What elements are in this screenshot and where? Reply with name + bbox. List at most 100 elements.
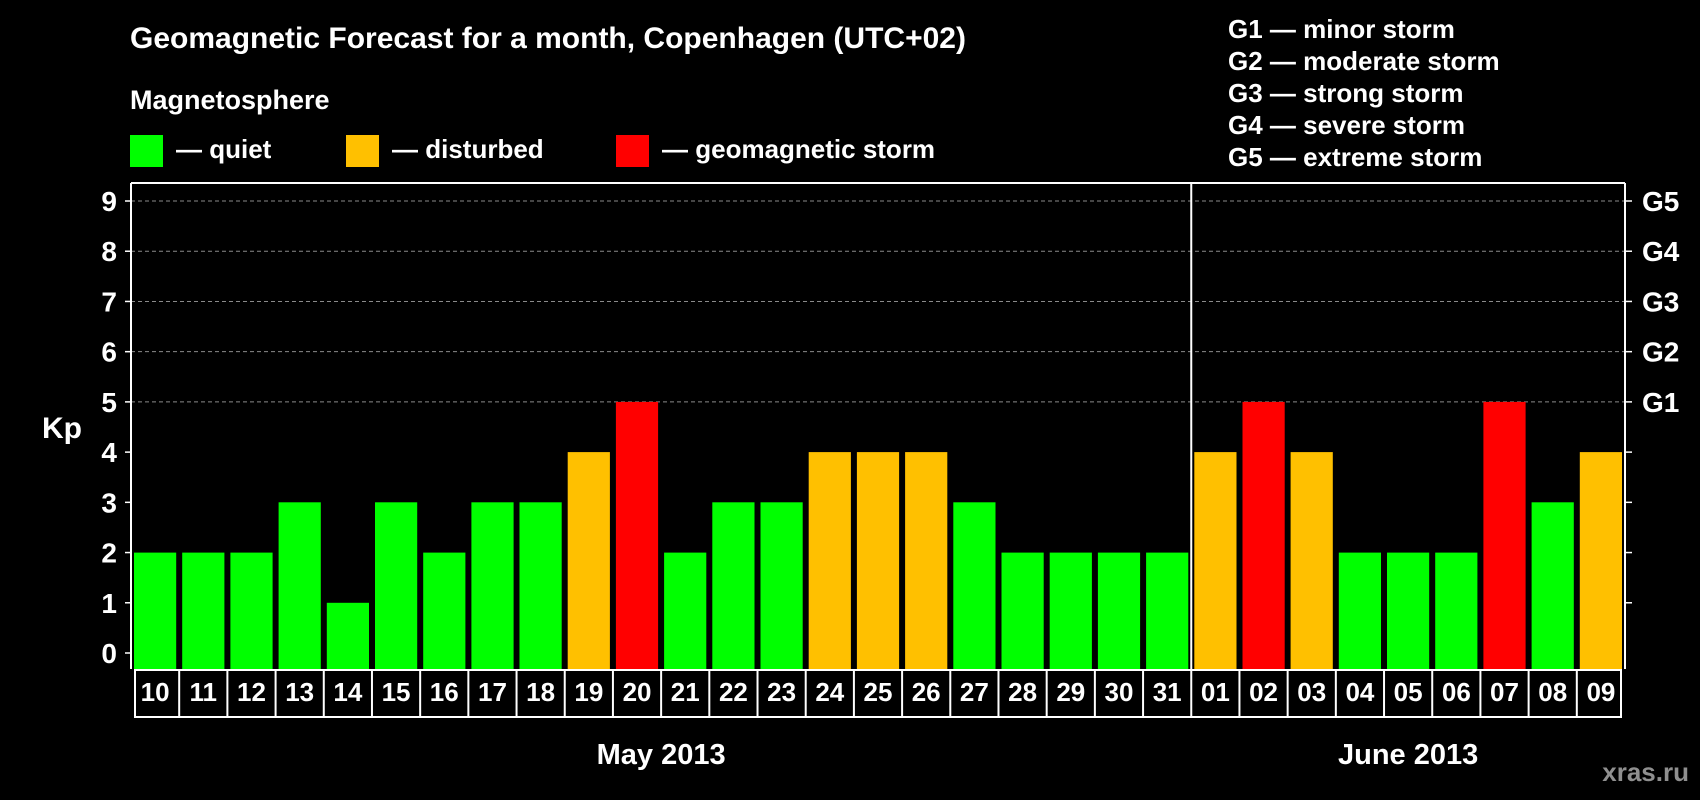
y-tick-label-4: 4 <box>101 437 117 468</box>
bar-26 <box>905 452 948 669</box>
day-label-31: 31 <box>1153 677 1182 707</box>
day-label-13: 13 <box>285 677 314 707</box>
bar-08 <box>1531 502 1574 669</box>
bar-11 <box>182 552 225 669</box>
storm-scale-g4: G4 — severe storm <box>1228 110 1465 140</box>
day-label-27: 27 <box>960 677 989 707</box>
storm-level-label-G1: G1 <box>1642 387 1679 418</box>
legend-swatch-quiet <box>130 135 163 167</box>
day-label-24: 24 <box>815 677 844 707</box>
bar-29 <box>1049 552 1092 669</box>
day-label-09: 09 <box>1586 677 1615 707</box>
bar-09 <box>1579 452 1622 669</box>
storm-scale-g2: G2 — moderate storm <box>1228 46 1500 76</box>
day-label-11: 11 <box>190 677 218 707</box>
day-label-12: 12 <box>237 677 266 707</box>
day-label-18: 18 <box>526 677 555 707</box>
grid-lines <box>131 200 1625 403</box>
bar-27 <box>953 502 996 669</box>
storm-scale-g1: G1 — minor storm <box>1228 14 1455 44</box>
legend-swatch-disturbed <box>346 135 379 167</box>
day-label-29: 29 <box>1056 677 1085 707</box>
bar-15 <box>375 502 418 669</box>
bar-28 <box>1001 552 1044 669</box>
bar-14 <box>326 602 369 669</box>
day-label-05: 05 <box>1394 677 1423 707</box>
storm-level-label-G5: G5 <box>1642 186 1679 217</box>
day-label-01: 01 <box>1201 677 1230 707</box>
legend-label-storm: — geomagnetic storm <box>662 134 935 164</box>
bar-20 <box>615 401 659 669</box>
y-tick-label-2: 2 <box>101 538 117 569</box>
y-tick-label-5: 5 <box>101 387 117 418</box>
month-label: June 2013 <box>1338 739 1478 771</box>
bar-21 <box>664 552 707 669</box>
bar-19 <box>567 452 610 669</box>
storm-scale-g3: G3 — strong storm <box>1228 78 1463 108</box>
storm-level-label-G4: G4 <box>1642 236 1680 267</box>
storm-level-label-G2: G2 <box>1642 337 1679 368</box>
chart-subtitle: Magnetosphere <box>130 85 330 115</box>
day-label-03: 03 <box>1297 677 1326 707</box>
bar-10 <box>134 552 177 669</box>
y-tick-label-9: 9 <box>101 186 117 217</box>
day-label-17: 17 <box>478 677 507 707</box>
bars <box>134 401 1622 669</box>
day-label-16: 16 <box>430 677 459 707</box>
day-label-06: 06 <box>1442 677 1471 707</box>
day-labels: 10 11 12 13 14 15 16 17 18 19 20 21 22 23 24 25 26 27 28 29… <box>134 669 1622 718</box>
y-tick-label-7: 7 <box>101 286 117 317</box>
day-label-26: 26 <box>912 677 941 707</box>
day-label-04: 04 <box>1345 677 1374 707</box>
day-labels-frame <box>134 669 1622 718</box>
bar-13 <box>278 502 321 669</box>
day-label-15: 15 <box>382 677 411 707</box>
month-label: May 2013 <box>597 739 726 771</box>
legend-label-disturbed: — disturbed <box>392 134 544 164</box>
y-tick-label-1: 1 <box>101 588 117 619</box>
y-tick-label-6: 6 <box>101 337 117 368</box>
bar-30 <box>1097 552 1141 669</box>
storm-scale-legend: G1 — minor storm G2 — moderate storm G3 … <box>1228 14 1500 172</box>
bar-16 <box>423 552 466 669</box>
y-tick-label-0: 0 <box>101 638 117 669</box>
storm-scale-g5: G5 — extreme storm <box>1228 142 1482 172</box>
bar-01 <box>1194 452 1237 669</box>
bar-24 <box>808 452 851 669</box>
legend-label-quiet: — quiet <box>176 134 272 164</box>
day-label-19: 19 <box>574 677 603 707</box>
bar-18 <box>519 502 562 669</box>
y-tick-label-3: 3 <box>101 487 117 518</box>
legend-swatch-storm <box>616 135 649 167</box>
day-label-20: 20 <box>623 677 652 707</box>
day-label-21: 21 <box>671 677 700 707</box>
bar-04 <box>1338 552 1381 669</box>
bar-17 <box>471 502 514 669</box>
watermark: xras.ru <box>1602 757 1689 787</box>
plot-frame <box>130 182 1626 669</box>
y-tick-label-8: 8 <box>101 236 117 267</box>
chart-title: Geomagnetic Forecast for a month, Copenh… <box>130 22 966 55</box>
bar-12 <box>230 552 273 669</box>
storm-level-axis: G1 G2 G3 G4 G5 <box>1625 186 1680 604</box>
bar-25 <box>856 452 900 669</box>
day-label-30: 30 <box>1105 677 1134 707</box>
bar-03 <box>1290 452 1333 669</box>
day-label-07: 07 <box>1490 677 1519 707</box>
day-label-08: 08 <box>1538 677 1567 707</box>
storm-level-label-G3: G3 <box>1642 286 1679 317</box>
day-label-23: 23 <box>767 677 796 707</box>
bar-05 <box>1387 552 1430 669</box>
y-axis: 0 1 2 3 4 5 6 7 8 9 <box>101 186 131 669</box>
bar-07 <box>1483 401 1526 669</box>
day-label-22: 22 <box>719 677 748 707</box>
day-label-10: 10 <box>141 677 170 707</box>
day-label-25: 25 <box>864 677 893 707</box>
y-axis-label: Kp <box>42 412 82 445</box>
bar-31 <box>1146 552 1189 669</box>
bar-02 <box>1242 401 1285 669</box>
day-label-02: 02 <box>1249 677 1278 707</box>
bar-23 <box>760 502 803 669</box>
month-labels: May 2013 June 2013 <box>597 739 1479 771</box>
